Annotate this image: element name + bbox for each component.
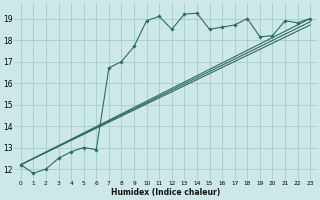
X-axis label: Humidex (Indice chaleur): Humidex (Indice chaleur) bbox=[111, 188, 220, 197]
